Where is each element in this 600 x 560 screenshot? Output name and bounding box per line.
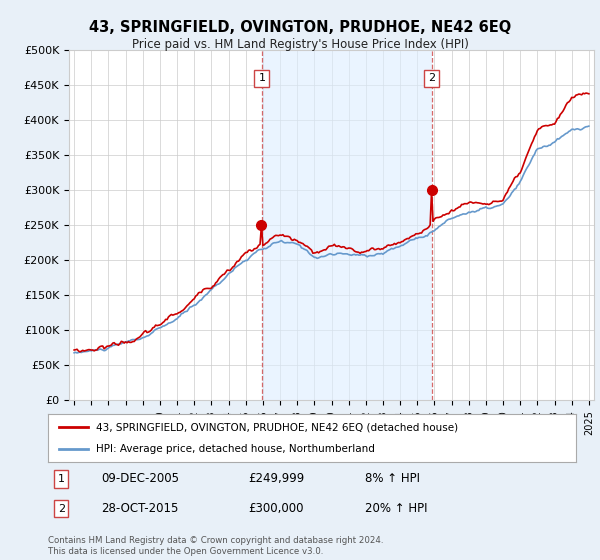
Text: 20% ↑ HPI: 20% ↑ HPI [365,502,427,515]
Text: 43, SPRINGFIELD, OVINGTON, PRUDHOE, NE42 6EQ (detached house): 43, SPRINGFIELD, OVINGTON, PRUDHOE, NE42… [95,422,458,432]
Text: 8% ↑ HPI: 8% ↑ HPI [365,473,420,486]
Text: 2: 2 [428,73,435,83]
Text: £249,999: £249,999 [248,473,305,486]
Bar [262,50,431,400]
Text: 1: 1 [58,474,65,484]
Text: 2: 2 [58,503,65,514]
Text: 09-DEC-2005: 09-DEC-2005 [101,473,179,486]
Text: £300,000: £300,000 [248,502,304,515]
Text: 1: 1 [259,73,265,83]
Text: Contains HM Land Registry data © Crown copyright and database right 2024.
This d: Contains HM Land Registry data © Crown c… [48,536,383,556]
Text: Price paid vs. HM Land Registry's House Price Index (HPI): Price paid vs. HM Land Registry's House … [131,38,469,51]
Text: HPI: Average price, detached house, Northumberland: HPI: Average price, detached house, Nort… [95,444,374,454]
Text: 28-OCT-2015: 28-OCT-2015 [101,502,178,515]
Text: 43, SPRINGFIELD, OVINGTON, PRUDHOE, NE42 6EQ: 43, SPRINGFIELD, OVINGTON, PRUDHOE, NE42… [89,20,511,35]
